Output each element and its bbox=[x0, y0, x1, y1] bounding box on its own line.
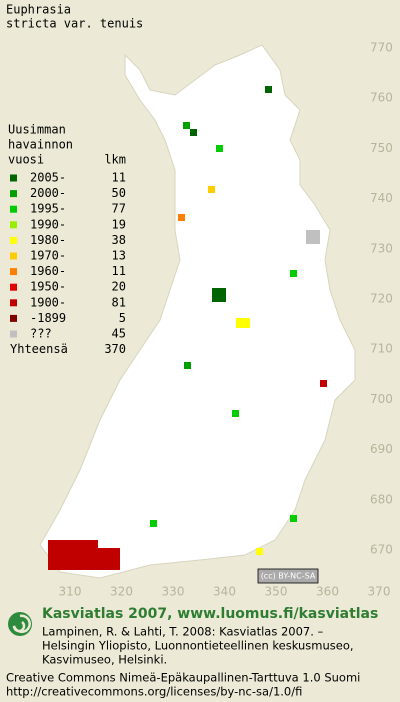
legend-label: 1980- bbox=[30, 233, 66, 247]
axes: 310 320 330 340 350 360 370 770 760 750 740 730 720 7… bbox=[59, 41, 393, 599]
legend-heading: Uusimman bbox=[8, 123, 66, 137]
legend-swatch bbox=[10, 314, 17, 322]
x-axis-label: 310 bbox=[59, 585, 82, 599]
legend-count: 19 bbox=[112, 217, 126, 231]
cc-badge: (cc) BY-NC-SA bbox=[257, 568, 319, 584]
legend-count: 77 bbox=[112, 202, 126, 216]
legend-swatch bbox=[10, 174, 17, 182]
finland-outline bbox=[39, 44, 356, 579]
legend-label: -1899 bbox=[30, 311, 66, 325]
occurrence-squares bbox=[48, 86, 327, 570]
x-axis-label: 320 bbox=[110, 585, 133, 599]
title: Euphrasia bbox=[6, 3, 71, 17]
y-axis-label: 680 bbox=[370, 492, 393, 506]
y-axis-label: 720 bbox=[370, 292, 393, 306]
legend-swatch bbox=[10, 299, 17, 307]
legend-count: 20 bbox=[112, 280, 126, 294]
legend-count-heading: lkm bbox=[104, 153, 126, 167]
legend-label: 1900- bbox=[30, 295, 66, 309]
site-title: Kasviatlas 2007, www.luomus.fi/kasviatla… bbox=[42, 606, 378, 622]
legend-label: ??? bbox=[30, 327, 52, 341]
total-count: 370 bbox=[104, 342, 126, 356]
legend-swatch bbox=[10, 190, 17, 198]
license-line: Creative Commons Nimeä-Epäkaupallinen-Ta… bbox=[6, 671, 360, 685]
legend-heading: vuosi bbox=[8, 153, 44, 167]
legend-count: 50 bbox=[112, 186, 126, 200]
total-label: Yhteensä bbox=[10, 342, 68, 356]
citation-line: Helsingin Yliopisto, Luonnontieteellinen… bbox=[42, 639, 354, 653]
legend-swatch bbox=[10, 330, 17, 338]
x-axis-label: 360 bbox=[316, 585, 339, 599]
legend-swatch bbox=[10, 283, 17, 291]
y-axis-label: 770 bbox=[370, 41, 393, 55]
legend-count: 5 bbox=[119, 311, 126, 325]
y-axis-label: 690 bbox=[370, 442, 393, 456]
legend-label: 1995- bbox=[30, 202, 66, 216]
y-axis-label: 740 bbox=[370, 191, 393, 205]
legend-count: 45 bbox=[112, 327, 126, 341]
citation-line: Kasvimuseo, Helsinki. bbox=[42, 653, 167, 667]
citation-line: Lampinen, R. & Lahti, T. 2008: Kasviatla… bbox=[42, 625, 324, 639]
legend: 2005- 11 2000- 50 1995- 77 1990- 19 1980- 38 1970-… bbox=[10, 171, 126, 356]
subtitle: stricta var. tenuis bbox=[6, 17, 143, 31]
legend-heading: havainnon bbox=[8, 138, 73, 152]
x-axis-label: 340 bbox=[213, 585, 236, 599]
legend-swatch bbox=[10, 221, 17, 229]
y-axis-label: 700 bbox=[370, 392, 393, 406]
legend-count: 13 bbox=[112, 249, 126, 263]
x-axis-label: 350 bbox=[265, 585, 288, 599]
legend-label: 2000- bbox=[30, 186, 66, 200]
legend-count: 11 bbox=[112, 264, 126, 278]
y-axis-label: 710 bbox=[370, 342, 393, 356]
logo bbox=[8, 612, 32, 636]
legend-label: 1970- bbox=[30, 249, 66, 263]
legend-label: 1960- bbox=[30, 264, 66, 278]
legend-swatch bbox=[10, 205, 17, 213]
legend-count: 81 bbox=[112, 295, 126, 309]
y-axis-label: 760 bbox=[370, 91, 393, 105]
legend-swatch bbox=[10, 252, 17, 260]
legend-label: 2005- bbox=[30, 171, 66, 185]
legend-label: 1990- bbox=[30, 217, 66, 231]
cc-badge-text: (cc) BY-NC-SA bbox=[261, 572, 316, 581]
y-axis-label: 750 bbox=[370, 141, 393, 155]
legend-count: 38 bbox=[112, 233, 126, 247]
y-axis-label: 730 bbox=[370, 241, 393, 255]
legend-count: 11 bbox=[112, 171, 126, 185]
legend-label: 1950- bbox=[30, 280, 66, 294]
legend-swatch bbox=[10, 268, 17, 276]
legend-swatch bbox=[10, 236, 17, 244]
y-axis-label: 670 bbox=[370, 543, 393, 557]
x-axis-label: 370 bbox=[368, 585, 391, 599]
license-line: http://creativecommons.org/licenses/by-n… bbox=[6, 685, 302, 699]
x-axis-label: 330 bbox=[162, 585, 185, 599]
